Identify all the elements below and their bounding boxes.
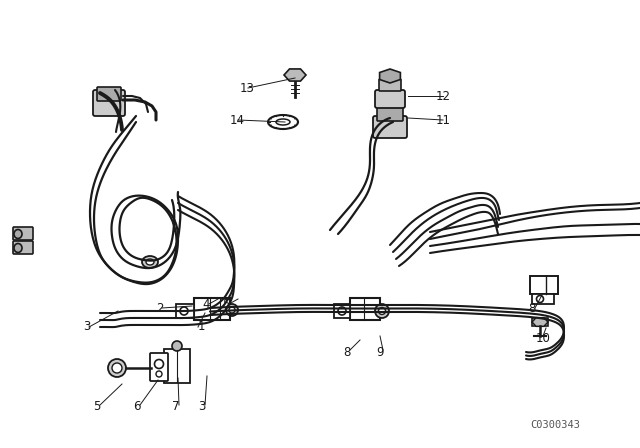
Ellipse shape: [14, 229, 22, 238]
Circle shape: [108, 359, 126, 377]
Text: 3: 3: [83, 320, 90, 333]
Text: 9: 9: [376, 345, 383, 358]
FancyBboxPatch shape: [379, 79, 401, 91]
Ellipse shape: [14, 244, 22, 253]
FancyBboxPatch shape: [375, 90, 405, 108]
Text: 6: 6: [133, 401, 141, 414]
Circle shape: [172, 341, 182, 351]
Circle shape: [154, 359, 163, 369]
Text: C0300343: C0300343: [530, 420, 580, 430]
Circle shape: [112, 363, 122, 373]
FancyBboxPatch shape: [350, 298, 380, 320]
Text: 10: 10: [536, 332, 551, 345]
Text: 12: 12: [436, 90, 451, 103]
Text: 3: 3: [198, 401, 205, 414]
Text: 8: 8: [343, 345, 350, 358]
FancyBboxPatch shape: [194, 298, 230, 320]
FancyBboxPatch shape: [93, 90, 125, 116]
Circle shape: [536, 296, 543, 302]
FancyBboxPatch shape: [13, 241, 33, 254]
Text: 2: 2: [156, 302, 163, 314]
Circle shape: [180, 307, 188, 315]
FancyBboxPatch shape: [176, 304, 194, 318]
Text: 1: 1: [198, 320, 205, 333]
Ellipse shape: [146, 259, 154, 265]
Text: 14: 14: [230, 113, 245, 126]
Polygon shape: [284, 69, 306, 81]
FancyBboxPatch shape: [373, 116, 407, 138]
FancyBboxPatch shape: [334, 304, 350, 318]
Circle shape: [229, 307, 235, 313]
FancyBboxPatch shape: [377, 107, 403, 121]
FancyBboxPatch shape: [532, 318, 548, 326]
Text: 5: 5: [222, 297, 229, 310]
FancyBboxPatch shape: [150, 353, 168, 381]
Text: 8: 8: [528, 302, 536, 314]
FancyBboxPatch shape: [532, 294, 554, 304]
Text: 13: 13: [240, 82, 255, 95]
Circle shape: [226, 304, 238, 316]
FancyBboxPatch shape: [164, 349, 190, 383]
Text: 4: 4: [202, 297, 209, 310]
FancyBboxPatch shape: [530, 276, 558, 294]
FancyBboxPatch shape: [13, 227, 33, 240]
Text: 11: 11: [436, 113, 451, 126]
Circle shape: [338, 307, 346, 315]
Circle shape: [378, 307, 385, 314]
Circle shape: [156, 371, 162, 377]
FancyBboxPatch shape: [97, 87, 121, 101]
Polygon shape: [380, 69, 401, 83]
Ellipse shape: [142, 256, 158, 268]
Circle shape: [375, 304, 389, 318]
Text: 7: 7: [172, 401, 179, 414]
Polygon shape: [532, 318, 548, 326]
Text: 5: 5: [93, 401, 100, 414]
